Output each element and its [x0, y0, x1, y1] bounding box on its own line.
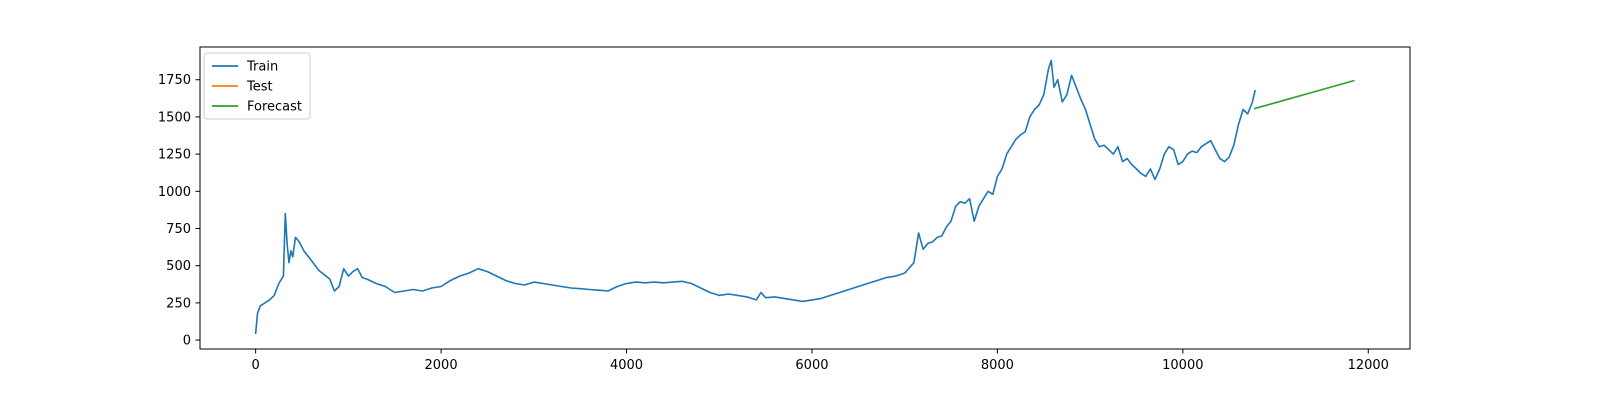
y-tick-label: 1250 — [158, 148, 191, 163]
legend-box — [203, 52, 311, 120]
axes: 0 2000 4000 6000 8000 10000 12000 0 250 500 750 100… — [158, 46, 1411, 373]
x-tick-label: 10000 — [1162, 358, 1203, 373]
series-line-forecast — [1253, 79, 1355, 110]
y-tick-label: 500 — [166, 259, 191, 274]
series-group — [254, 59, 1355, 335]
y-tick-label: 750 — [166, 222, 191, 237]
legend: Train Test Forecast — [203, 52, 311, 120]
y-tick-label: 0 — [183, 334, 191, 349]
legend-label-test: Test — [246, 80, 273, 95]
x-tick-label: 2000 — [425, 358, 458, 373]
x-tick-label: 4000 — [610, 358, 643, 373]
legend-label-train: Train — [246, 60, 278, 75]
y-tick-label: 1000 — [158, 185, 191, 200]
y-tick-label: 250 — [166, 296, 191, 311]
axes-frame — [199, 46, 1411, 350]
x-tick-label: 0 — [251, 358, 259, 373]
x-tick-label: 12000 — [1348, 358, 1389, 373]
legend-label-forecast: Forecast — [247, 100, 302, 115]
y-tick-label: 1500 — [158, 110, 191, 125]
x-tick-label: 8000 — [981, 358, 1014, 373]
y-tick-label: 1750 — [158, 73, 191, 88]
plot-area — [254, 59, 1355, 335]
x-tick-label: 6000 — [795, 358, 828, 373]
series-line-train — [254, 59, 1256, 335]
